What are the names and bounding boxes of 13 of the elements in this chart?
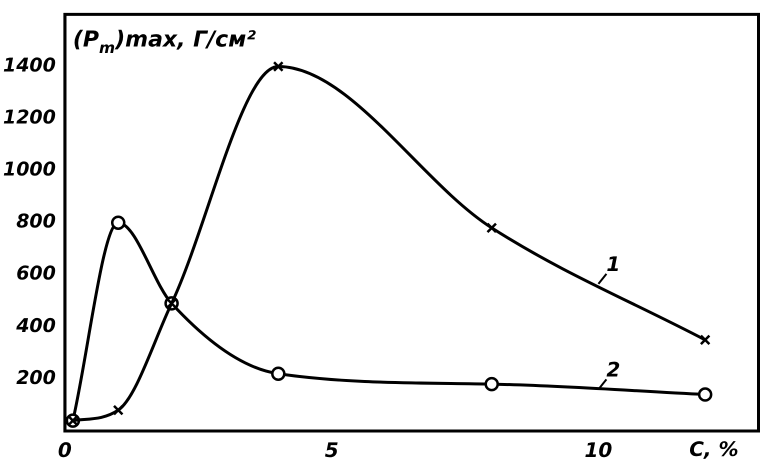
- series-label: 1: [606, 252, 620, 276]
- x-tick-label: 10: [584, 438, 612, 462]
- y-tick-label: 200: [16, 366, 56, 389]
- y-tick-label: 1000: [2, 158, 56, 181]
- series-label: 2: [606, 358, 620, 382]
- x-tick-label: 0: [58, 438, 72, 462]
- y-tick-label: 800: [16, 210, 56, 233]
- x-tick-label: 5: [324, 438, 339, 462]
- y-tick-label: 1200: [2, 106, 56, 128]
- y-tick-label: 1400: [2, 54, 56, 76]
- x-axis-title: C, %: [689, 437, 738, 462]
- y-tick-label: 400: [15, 314, 56, 337]
- y-tick-label: 600: [16, 262, 56, 285]
